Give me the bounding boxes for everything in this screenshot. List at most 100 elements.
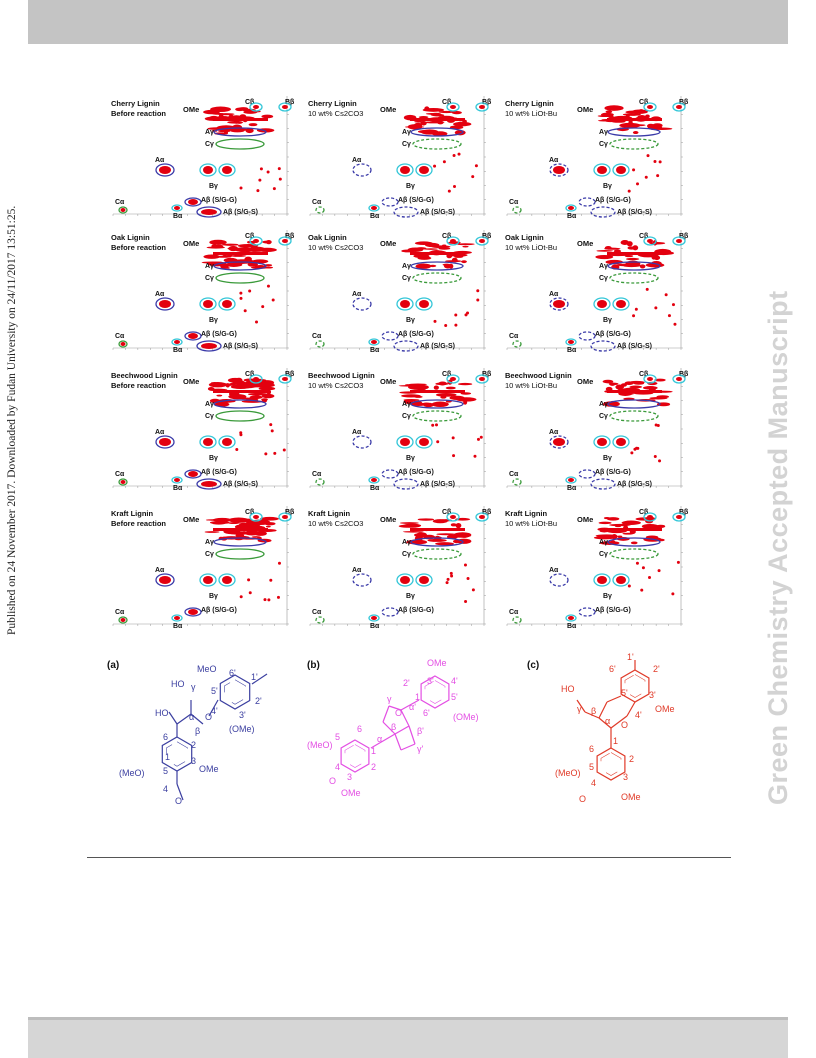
- peak-blob: [261, 114, 274, 119]
- atom-label: 2: [629, 754, 634, 764]
- assignment-ring: [593, 163, 611, 177]
- peak-blob: [648, 575, 652, 579]
- peak-blob: [474, 164, 478, 168]
- peak-blob: [239, 186, 243, 190]
- bond: [251, 673, 268, 685]
- peak-label: Aα: [352, 567, 362, 574]
- peak-blob: [424, 106, 430, 111]
- assignment-ring: [609, 410, 659, 422]
- peak-label: Aγ: [205, 263, 214, 270]
- assignment-ring: [196, 206, 222, 218]
- peak-blob: [222, 438, 232, 446]
- assignment-ring: [196, 340, 222, 352]
- peak-label: Aα: [155, 291, 165, 298]
- peak-label: Cγ: [402, 551, 411, 558]
- peak-blob: [553, 166, 565, 174]
- peak-blob: [261, 398, 268, 401]
- peak-blob: [616, 438, 626, 446]
- atom-label: O: [621, 720, 628, 730]
- peak-blob: [620, 239, 630, 246]
- atom-label: 5': [211, 686, 218, 696]
- peak-label: Bα: [173, 347, 183, 354]
- peak-blob: [242, 531, 247, 535]
- atom-label: β: [591, 706, 596, 716]
- atom-label: O: [395, 708, 402, 718]
- assignment-ring: [155, 163, 175, 177]
- peak-blob: [644, 175, 648, 179]
- peak-blob: [201, 209, 217, 215]
- peak-blob: [436, 533, 456, 536]
- peak-blob: [203, 576, 213, 584]
- peak-blob: [259, 517, 271, 520]
- atom-label: 4: [163, 784, 168, 794]
- bond: [606, 695, 622, 703]
- peak-blob: [206, 246, 225, 249]
- peak-blob: [261, 305, 265, 309]
- peak-label: Bβ: [482, 233, 492, 240]
- peak-blob: [258, 178, 262, 182]
- peak-blob: [209, 239, 227, 245]
- atom-label: (MeO): [119, 768, 145, 778]
- peak-blob: [603, 516, 611, 520]
- peak-blob: [646, 154, 650, 158]
- assignment-ring: [578, 331, 596, 341]
- peak-blob: [442, 160, 446, 164]
- assignment-ring: [612, 573, 630, 587]
- peak-blob: [463, 399, 468, 405]
- assignment-ring: [410, 261, 464, 271]
- assignment-ring: [590, 206, 616, 218]
- atom-label: 3: [347, 772, 352, 782]
- assignment-ring: [315, 478, 325, 486]
- peak-blob: [616, 300, 626, 308]
- bond: [208, 699, 219, 717]
- peak-blob: [636, 446, 640, 450]
- assignment-ring: [393, 206, 419, 218]
- peak-blob: [256, 189, 260, 193]
- peak-blob: [641, 523, 659, 529]
- peak-blob: [425, 112, 437, 115]
- peak-label: Cα: [312, 199, 322, 206]
- peak-label: Bα: [567, 485, 577, 492]
- peak-label: Bα: [567, 347, 577, 354]
- peak-label: Bβ: [482, 509, 492, 516]
- panel-condition: 10 wt% Cs2CO3: [308, 109, 363, 118]
- peak-blob: [264, 266, 274, 269]
- peak-blob: [671, 592, 675, 596]
- peak-blob: [464, 600, 468, 604]
- peak-blob: [476, 289, 480, 293]
- footer-rule: [87, 857, 731, 858]
- peak-blob: [553, 438, 565, 446]
- peak-blob: [244, 530, 260, 536]
- atom-label: 5: [335, 732, 340, 742]
- peak-label: Aα: [549, 429, 559, 436]
- peak-blob: [438, 247, 451, 250]
- peak-label-ome: OMe: [577, 105, 593, 114]
- peak-blob: [466, 577, 470, 581]
- peak-blob: [266, 284, 270, 288]
- peak-blob: [459, 122, 470, 126]
- panel-title: Kraft Lignin: [308, 509, 350, 518]
- peak-label: Aγ: [599, 263, 608, 270]
- peak-label-ome: OMe: [577, 515, 593, 524]
- peak-blob: [282, 448, 286, 452]
- atom-label: β: [195, 726, 200, 736]
- benzene-ring: [219, 674, 251, 710]
- atom-label: γ: [191, 682, 196, 692]
- assignment-ring: [475, 374, 489, 384]
- peak-blob: [174, 616, 180, 620]
- peak-blob: [232, 380, 246, 386]
- peak-label: Bα: [567, 623, 577, 630]
- assignment-ring: [446, 236, 460, 246]
- atom-label: 3': [239, 710, 246, 720]
- atom-label: 6': [229, 668, 236, 678]
- assignment-ring: [412, 138, 462, 150]
- benzene-ring: [420, 675, 450, 709]
- atom-label: γ': [417, 744, 424, 754]
- peak-blob: [208, 382, 228, 388]
- peak-blob: [413, 254, 430, 259]
- peak-blob: [266, 170, 270, 174]
- assignment-ring: [607, 261, 661, 271]
- peak-label: Cα: [509, 333, 519, 340]
- peak-label: Cγ: [599, 551, 608, 558]
